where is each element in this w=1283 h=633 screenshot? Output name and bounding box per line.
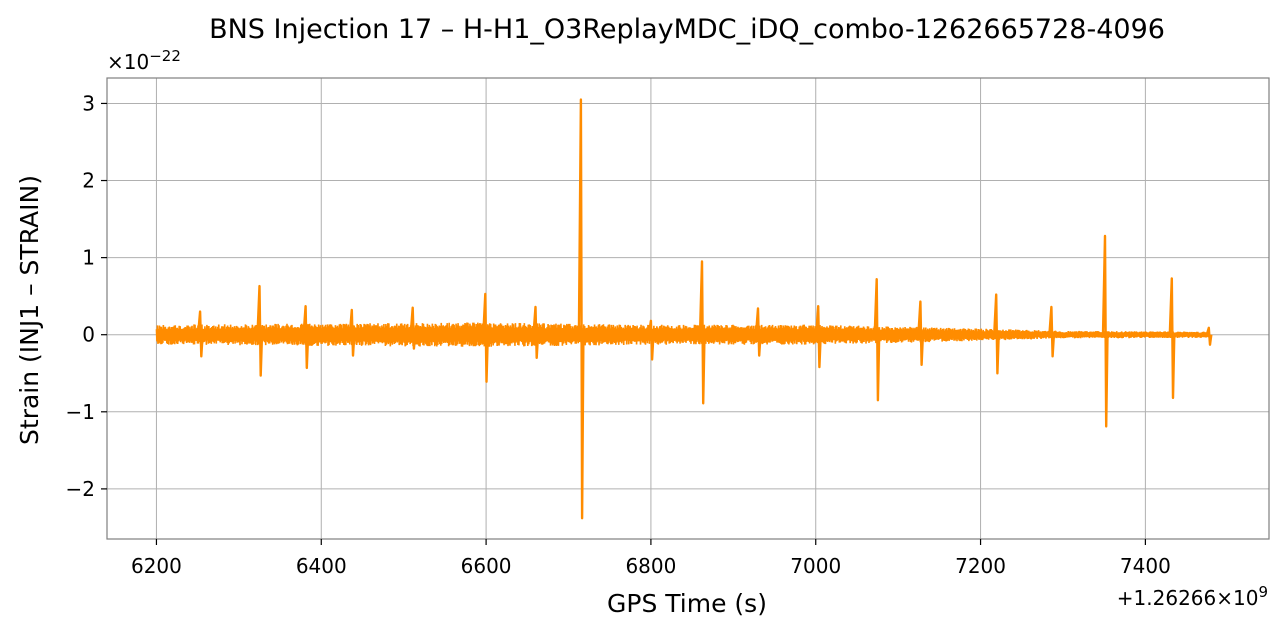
x-tick-label: 6800	[625, 554, 676, 578]
y-gridlines	[107, 102, 1269, 490]
glitch-spike	[256, 284, 264, 377]
glitch-spike	[1048, 305, 1056, 358]
glitch-spike	[647, 319, 655, 361]
glitch-spike	[577, 98, 585, 520]
x-axis-label: GPS Time (s)	[607, 589, 767, 618]
glitch-spike	[348, 308, 356, 357]
x-tick-label: 7000	[790, 554, 841, 578]
x-tick-label: 7400	[1120, 554, 1171, 578]
glitch-spike	[815, 305, 822, 369]
y-tick-labels: −2 −1 0 1 2 3	[66, 91, 107, 501]
strain-series	[155, 98, 1213, 520]
glitch-spike	[993, 293, 1000, 375]
x-tick-label: 6200	[131, 554, 182, 578]
glitch-spike	[1168, 277, 1176, 400]
y-tick-label: −1	[66, 400, 95, 424]
x-tick-labels: 6200 6400 6600 6800 7000 7200 7400	[131, 539, 1171, 578]
glitch-spike	[698, 260, 706, 405]
y-scale-multiplier: ×10−22	[107, 47, 181, 74]
glitch-spike	[196, 310, 204, 358]
chart-title: BNS Injection 17 – H-H1_O3ReplayMDC_iDQ_…	[209, 14, 1165, 45]
glitch-spike	[754, 307, 762, 357]
y-axis-label: Strain (INJ1 – STRAIN)	[15, 175, 44, 445]
glitch-spike	[917, 300, 925, 366]
y-tick-label: −2	[66, 477, 95, 501]
y-tick-label: 0	[82, 323, 95, 347]
glitch-spike	[1205, 326, 1213, 346]
noise-band-line	[155, 322, 1210, 347]
plot-area	[106, 77, 1270, 540]
glitch-spike	[409, 306, 417, 350]
y-tick-label: 3	[82, 91, 95, 115]
x-tick-label: 6400	[296, 554, 347, 578]
x-offset-label: +1.26266×109	[1117, 583, 1268, 610]
x-tick-label: 7200	[955, 554, 1006, 578]
x-tick-label: 6600	[461, 554, 512, 578]
y-tick-label: 1	[82, 246, 95, 270]
glitch-spike	[873, 278, 881, 402]
plot-frame	[106, 77, 1270, 540]
glitch-spike	[482, 292, 489, 383]
glitch-spike	[302, 305, 310, 370]
y-tick-label: 2	[82, 169, 95, 193]
glitch-spike	[532, 305, 540, 359]
glitch-spike	[1101, 234, 1109, 428]
